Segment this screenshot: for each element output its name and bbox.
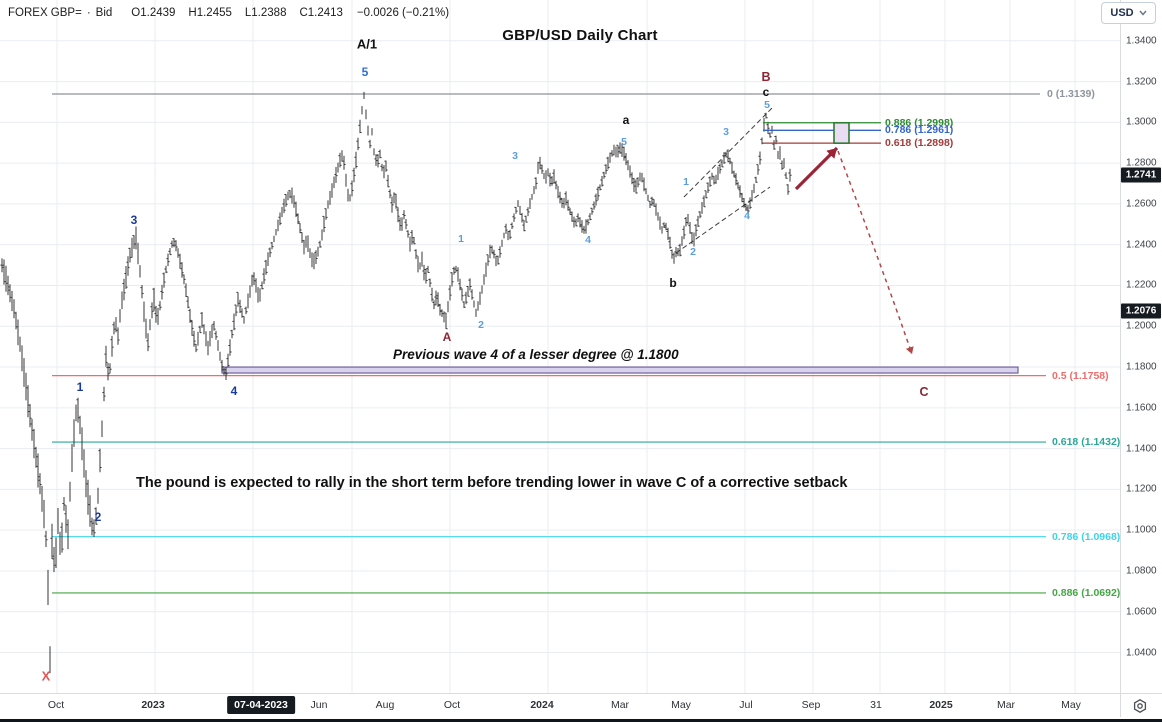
wave-label-2: 2 xyxy=(94,510,102,524)
fib-label: 0.886 (1.0692) xyxy=(1052,586,1121,599)
price-tick: 1.2600 xyxy=(1126,198,1157,210)
fib-label: 0.618 (1.1432) xyxy=(1052,436,1121,449)
wave-label-b: b xyxy=(669,276,677,290)
gridlines xyxy=(0,0,1120,693)
price-tick: 1.1600 xyxy=(1126,402,1157,414)
time-tick: May xyxy=(1061,699,1081,711)
wave-label-1: 1 xyxy=(683,175,689,188)
settings-icon[interactable] xyxy=(1130,696,1150,716)
time-axis-separator xyxy=(0,693,1162,694)
price-tick: 1.0400 xyxy=(1126,647,1157,658)
price-tick: 1.3400 xyxy=(1126,35,1157,47)
price-badge: 1.2076 xyxy=(1121,303,1161,319)
price-tick: 1.1400 xyxy=(1126,443,1157,455)
ohlc-open: O1.2439 xyxy=(131,7,176,19)
wave-label-1: 1 xyxy=(76,380,84,394)
time-tick: Jul xyxy=(739,699,753,711)
time-tick: Jun xyxy=(310,699,328,711)
wave-label-a: a xyxy=(622,113,630,127)
time-tick: Oct xyxy=(47,699,65,711)
fib-label: 0.786 (1.2961) xyxy=(885,124,954,137)
price-bars xyxy=(0,91,792,674)
currency-selector-label: USD xyxy=(1110,7,1134,19)
price-axis-separator xyxy=(1120,0,1121,717)
wave-label-3: 3 xyxy=(723,125,729,138)
fib-label: 0.786 (1.0968) xyxy=(1052,530,1121,543)
wave-label-2: 2 xyxy=(690,245,696,258)
chart-plot-area[interactable]: GBP/USD Daily Chart X 1 2 3 4 5 A/1 A 1 2 3 4 5 a b 1 2 3… xyxy=(0,0,1120,693)
price-tick: 1.2800 xyxy=(1126,157,1157,169)
chart-title: GBP/USD Daily Chart xyxy=(502,27,658,44)
chart-canvas xyxy=(0,0,1120,693)
chart-annotation-2: The pound is expected to rally in the sh… xyxy=(136,475,848,491)
wave-label-2: 2 xyxy=(478,318,484,331)
fib-label: 0.618 (1.2898) xyxy=(885,137,954,150)
chart-annotation-1: Previous wave 4 of a lesser degree @ 1.1… xyxy=(393,347,679,362)
price-axis[interactable]: 1.3400 1.3200 1.3000 1.2800 1.2600 1.2400 1.22… xyxy=(1121,0,1162,693)
wave-label-4: 4 xyxy=(744,209,750,222)
chevron-down-icon xyxy=(1139,10,1147,16)
wave-label-5: 5 xyxy=(621,135,627,148)
wave-label-4: 4 xyxy=(230,384,238,398)
currency-selector[interactable]: USD xyxy=(1101,2,1156,24)
fib-label: 0.886 (1.2998) xyxy=(885,116,954,129)
wave-label-a: A xyxy=(442,330,452,344)
fibonacci-lines xyxy=(52,93,1046,594)
time-tick: Sep xyxy=(801,699,821,711)
fib-retracement-upper xyxy=(763,121,881,144)
wave-label-1: 1 xyxy=(458,232,464,245)
fib-label: 0.5 (1.1758) xyxy=(1052,369,1109,382)
price-tick: 1.0800 xyxy=(1126,565,1157,577)
wave-label-b: B xyxy=(761,69,771,84)
price-type-label: Bid xyxy=(95,7,113,19)
ohlc-fields: O1.2439 H1.2455 L1.2388 C1.2413 xyxy=(131,7,343,19)
price-tick: 1.1000 xyxy=(1126,524,1157,536)
ohlc-close: C1.2413 xyxy=(299,7,343,19)
selected-date-badge: 07-04-2023 xyxy=(227,696,295,714)
target-box xyxy=(833,121,850,144)
price-tick: 1.2400 xyxy=(1126,239,1157,251)
price-tick: 1.3200 xyxy=(1126,76,1157,88)
wave-label-a/1: A/1 xyxy=(356,36,378,52)
time-tick: May xyxy=(671,699,691,711)
price-tick: 1.2200 xyxy=(1126,279,1157,291)
time-tick: Oct xyxy=(443,699,461,711)
time-tick: Mar xyxy=(610,699,630,711)
ohlc-high: H1.2455 xyxy=(188,7,232,19)
time-tick: 2025 xyxy=(929,699,953,711)
wave-label-5: 5 xyxy=(361,65,369,79)
wave-label-c: C xyxy=(919,384,929,399)
instrument-info-bar: FOREX GBP= · Bid O1.2439 H1.2455 L1.2388 C1… xyxy=(8,4,449,22)
time-tick: Aug xyxy=(375,699,395,711)
wave-label-x: X xyxy=(41,668,51,684)
arrows xyxy=(794,146,914,355)
price-tick: 1.1200 xyxy=(1126,483,1157,495)
time-tick: 2023 xyxy=(141,699,165,711)
wave-label-3: 3 xyxy=(130,213,138,227)
instrument-name: FOREX GBP= xyxy=(8,7,82,19)
last-price-badge: 1.2741 xyxy=(1121,167,1161,183)
time-axis[interactable]: 07-04-2023 Oct 2023 Jun Aug Oct 2024 Mar May Jul… xyxy=(0,694,1120,717)
wave-label-c: c xyxy=(762,85,770,99)
support-zone-rect xyxy=(221,366,1019,374)
wave-label-4: 4 xyxy=(585,233,591,246)
ohlc-low: L1.2388 xyxy=(244,7,287,19)
price-tick: 1.2000 xyxy=(1126,320,1157,332)
window-bottom-border xyxy=(0,719,1162,722)
price-tick: 1.0600 xyxy=(1126,606,1157,618)
price-tick: 1.1800 xyxy=(1126,361,1157,373)
wave-label-5: 5 xyxy=(764,98,770,111)
time-tick: Mar xyxy=(996,699,1016,711)
instrument-separator: · xyxy=(86,7,91,19)
price-tick: 1.3000 xyxy=(1126,116,1157,128)
wave-label-3: 3 xyxy=(512,149,518,162)
time-tick: 31 xyxy=(870,699,882,711)
price-change: −0.0026 (−0.21%) xyxy=(356,7,450,19)
support-zone xyxy=(221,366,1019,374)
time-tick: 2024 xyxy=(530,699,554,711)
fib-label-origin: 0 (1.3139) xyxy=(1047,88,1095,101)
